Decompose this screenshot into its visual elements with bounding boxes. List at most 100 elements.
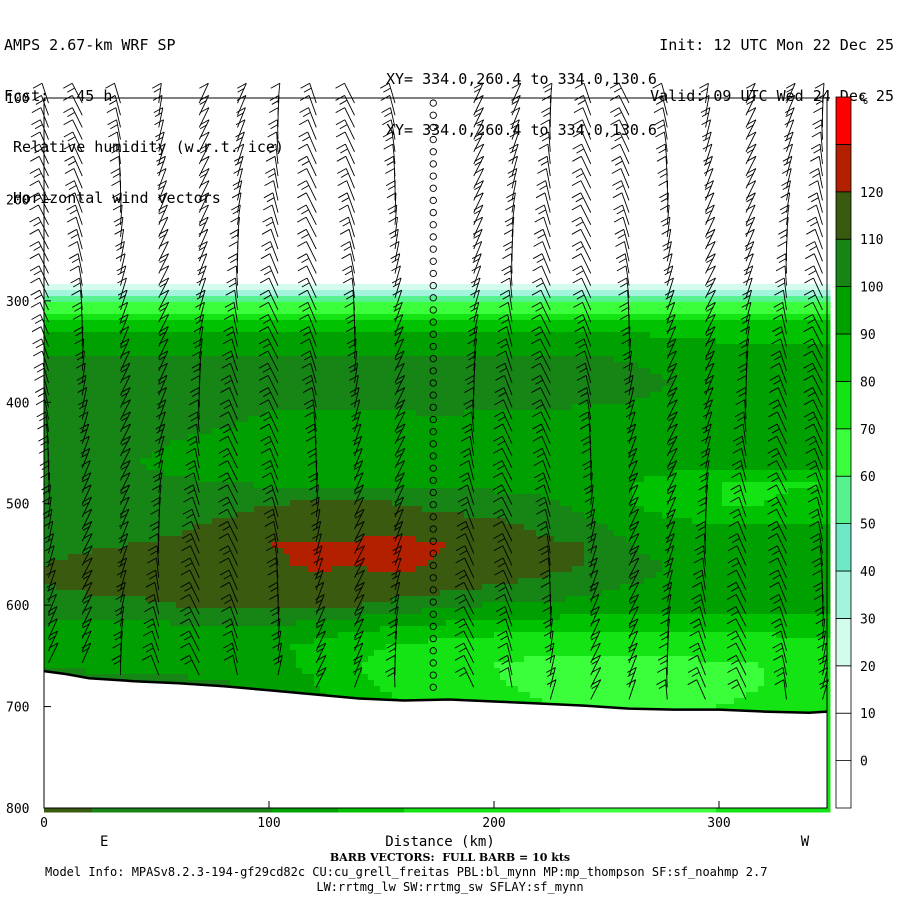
- rh-cell: [638, 488, 645, 495]
- rh-cell: [410, 290, 417, 297]
- rh-cell: [326, 386, 333, 393]
- rh-cell: [716, 344, 723, 351]
- rh-cell: [818, 374, 825, 381]
- rh-cell: [176, 476, 183, 483]
- rh-cell: [404, 398, 411, 405]
- rh-cell: [818, 452, 825, 459]
- rh-cell: [170, 488, 177, 495]
- rh-cell: [776, 404, 783, 411]
- rh-cell: [290, 284, 297, 291]
- rh-cell: [734, 416, 741, 423]
- rh-cell: [524, 446, 531, 453]
- rh-cell: [764, 494, 771, 501]
- rh-cell: [410, 338, 417, 345]
- rh-cell: [434, 446, 441, 453]
- rh-cell: [740, 314, 747, 321]
- rh-cell: [788, 308, 795, 315]
- rh-cell: [566, 458, 573, 465]
- rh-cell: [728, 482, 735, 489]
- rh-cell: [674, 428, 681, 435]
- rh-cell: [476, 410, 483, 417]
- rh-cell: [662, 290, 669, 297]
- rh-cell: [746, 404, 753, 411]
- rh-cell: [440, 500, 447, 507]
- rh-cell: [752, 458, 759, 465]
- rh-cell: [470, 446, 477, 453]
- rh-cell: [818, 482, 825, 489]
- rh-cell: [764, 380, 771, 387]
- rh-cell: [140, 458, 147, 465]
- rh-cell: [722, 440, 729, 447]
- rh-cell: [590, 452, 597, 459]
- rh-cell: [68, 338, 75, 345]
- rh-cell: [692, 302, 699, 309]
- rh-cell: [374, 434, 381, 441]
- rh-cell: [302, 506, 309, 513]
- rh-cell: [782, 476, 789, 483]
- rh-cell: [776, 368, 783, 375]
- rh-cell: [152, 350, 159, 357]
- rh-cell: [698, 446, 705, 453]
- rh-cell: [632, 380, 639, 387]
- rh-cell: [74, 350, 81, 357]
- rh-cell: [482, 290, 489, 297]
- rh-cell: [578, 464, 585, 471]
- rh-cell: [560, 290, 567, 297]
- rh-cell: [812, 452, 819, 459]
- rh-cell: [272, 308, 279, 315]
- rh-cell: [818, 446, 825, 453]
- rh-cell: [218, 332, 225, 339]
- rh-cell: [236, 458, 243, 465]
- rh-cell: [800, 404, 807, 411]
- rh-cell: [146, 422, 153, 429]
- rh-cell: [236, 338, 243, 345]
- rh-cell: [434, 458, 441, 465]
- rh-cell: [92, 344, 99, 351]
- rh-cell: [782, 482, 789, 489]
- rh-cell: [50, 434, 57, 441]
- rh-cell: [572, 500, 579, 507]
- rh-cell: [86, 482, 93, 489]
- rh-cell: [218, 338, 225, 345]
- rh-cell: [650, 380, 657, 387]
- rh-cell: [812, 422, 819, 429]
- rh-cell: [620, 440, 627, 447]
- rh-cell: [452, 314, 459, 321]
- rh-cell: [92, 374, 99, 381]
- rh-cell: [116, 470, 123, 477]
- rh-cell: [548, 356, 555, 363]
- rh-cell: [320, 302, 327, 309]
- rh-cell: [716, 332, 723, 339]
- rh-cell: [506, 470, 513, 477]
- rh-cell: [320, 458, 327, 465]
- rh-cell: [284, 362, 291, 369]
- rh-cell: [278, 308, 285, 315]
- rh-cell: [800, 338, 807, 345]
- rh-cell: [326, 362, 333, 369]
- rh-cell: [494, 446, 501, 453]
- rh-cell: [566, 446, 573, 453]
- rh-cell: [656, 326, 663, 333]
- rh-cell: [188, 344, 195, 351]
- rh-cell: [242, 464, 249, 471]
- rh-cell: [668, 452, 675, 459]
- rh-cell: [260, 386, 267, 393]
- rh-cell: [596, 470, 603, 477]
- rh-cell: [206, 284, 213, 291]
- rh-cell: [56, 512, 63, 519]
- rh-cell: [338, 428, 345, 435]
- rh-cell: [512, 494, 519, 501]
- rh-cell: [632, 362, 639, 369]
- rh-cell: [470, 308, 477, 315]
- rh-cell: [92, 368, 99, 375]
- rh-cell: [284, 350, 291, 357]
- rh-cell: [200, 464, 207, 471]
- rh-cell: [500, 488, 507, 495]
- rh-cell: [350, 458, 357, 465]
- rh-cell: [56, 506, 63, 513]
- rh-cell: [596, 506, 603, 513]
- rh-cell: [626, 410, 633, 417]
- rh-cell: [152, 326, 159, 333]
- rh-cell: [590, 296, 597, 303]
- rh-cell: [788, 302, 795, 309]
